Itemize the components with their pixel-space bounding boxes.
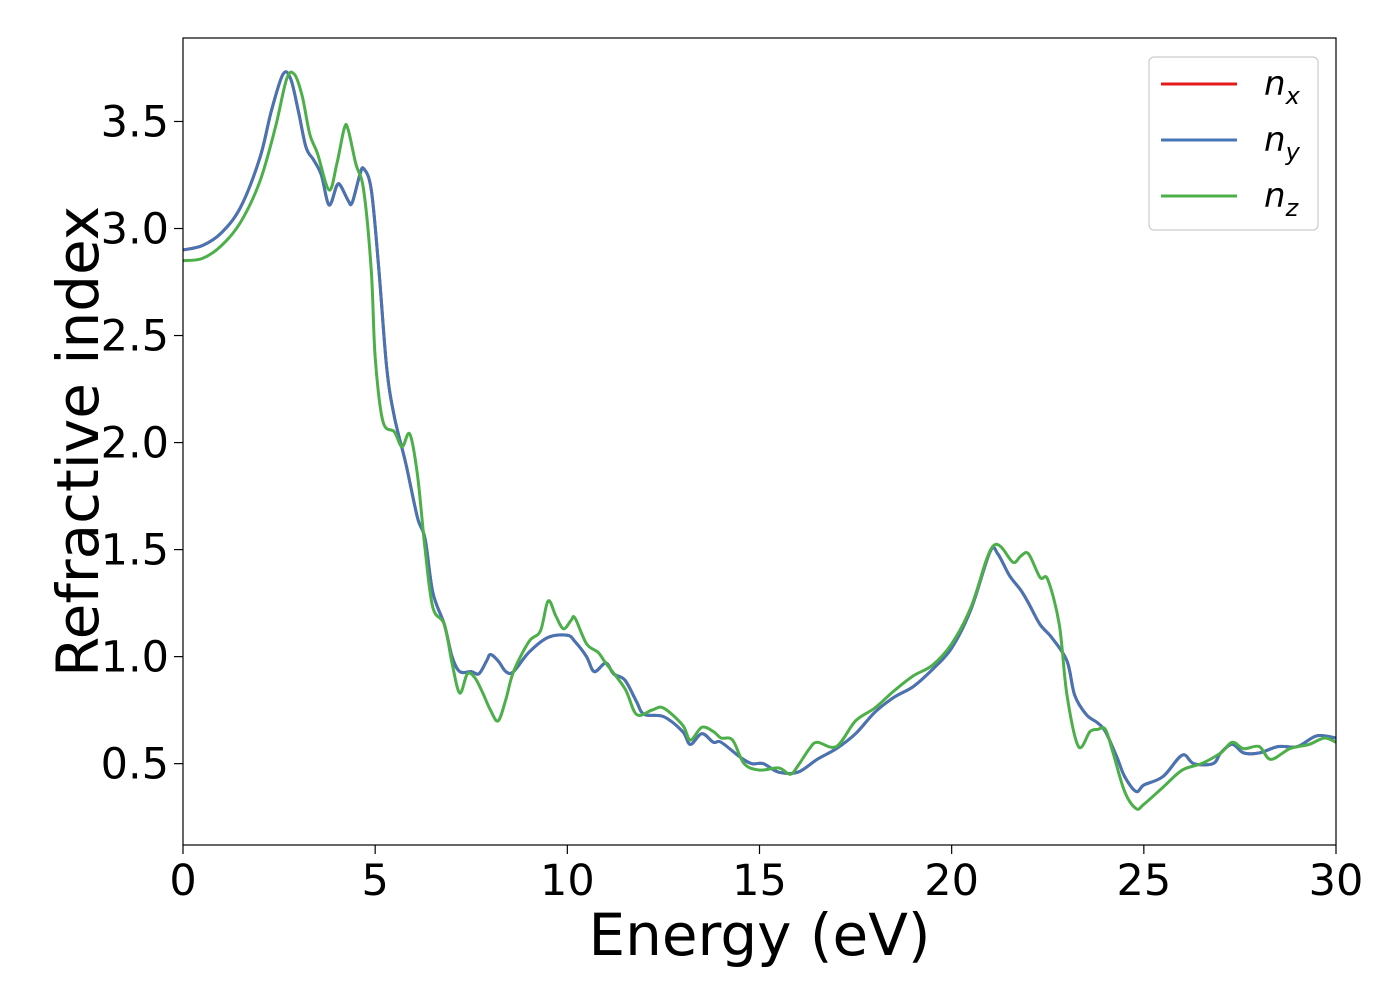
y-tick-label: 0.5 <box>101 740 169 790</box>
y-tick-label: 3.0 <box>101 205 169 255</box>
legend-box <box>1148 56 1319 231</box>
legend-label-y: ny <box>1264 120 1301 166</box>
x-tick-label: 20 <box>924 856 979 906</box>
legend-label-base: n <box>1264 120 1286 160</box>
legend-label-base: n <box>1264 176 1286 216</box>
x-tick-label: 30 <box>1309 856 1364 906</box>
legend-label-subscript: x <box>1285 82 1301 110</box>
series-layer <box>183 70 1336 811</box>
series-group <box>183 70 1336 811</box>
legend-label-base: n <box>1264 64 1286 104</box>
x-tick-label: 25 <box>1116 856 1171 906</box>
y-tick-label: 1.5 <box>101 526 169 576</box>
y-tick-label: 2.5 <box>101 312 169 362</box>
y-tick-label: 1.0 <box>101 633 169 683</box>
legend-label-subscript: y <box>1285 138 1301 166</box>
x-tick-label: 10 <box>540 856 595 906</box>
y-axis: 0.5 1.0 1.5 2.0 2.5 3.0 3.5 <box>101 97 183 790</box>
legend-label-subscript: z <box>1285 194 1300 222</box>
y-tick-label: 3.5 <box>101 97 169 147</box>
legend-label-z: nz <box>1264 176 1300 222</box>
series-line-z <box>183 70 1336 811</box>
y-tick-label: 2.0 <box>101 419 169 469</box>
x-tick-label: 5 <box>361 856 388 906</box>
y-axis-title: Refractive index <box>44 206 112 677</box>
x-tick-label: 0 <box>169 856 196 906</box>
x-axis: 0 5 10 15 20 25 30 <box>169 845 1363 906</box>
legend-label-x: nx <box>1264 64 1301 110</box>
x-tick-label: 15 <box>732 856 787 906</box>
x-axis-title: Energy (eV) <box>588 901 930 969</box>
